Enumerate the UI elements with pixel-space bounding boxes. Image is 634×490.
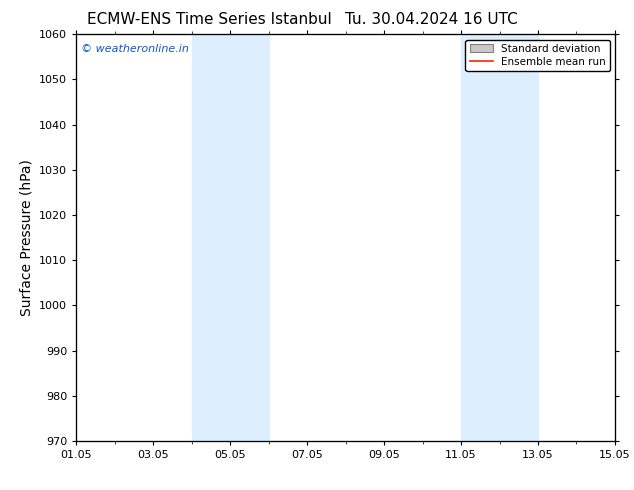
Bar [191,34,269,441]
Text: © weatheronline.in: © weatheronline.in [81,45,190,54]
Legend: Standard deviation, Ensemble mean run: Standard deviation, Ensemble mean run [465,40,610,71]
Text: Tu. 30.04.2024 16 UTC: Tu. 30.04.2024 16 UTC [345,12,517,27]
Bar [461,34,538,441]
Text: ECMW-ENS Time Series Istanbul: ECMW-ENS Time Series Istanbul [87,12,332,27]
Y-axis label: Surface Pressure (hPa): Surface Pressure (hPa) [20,159,34,316]
